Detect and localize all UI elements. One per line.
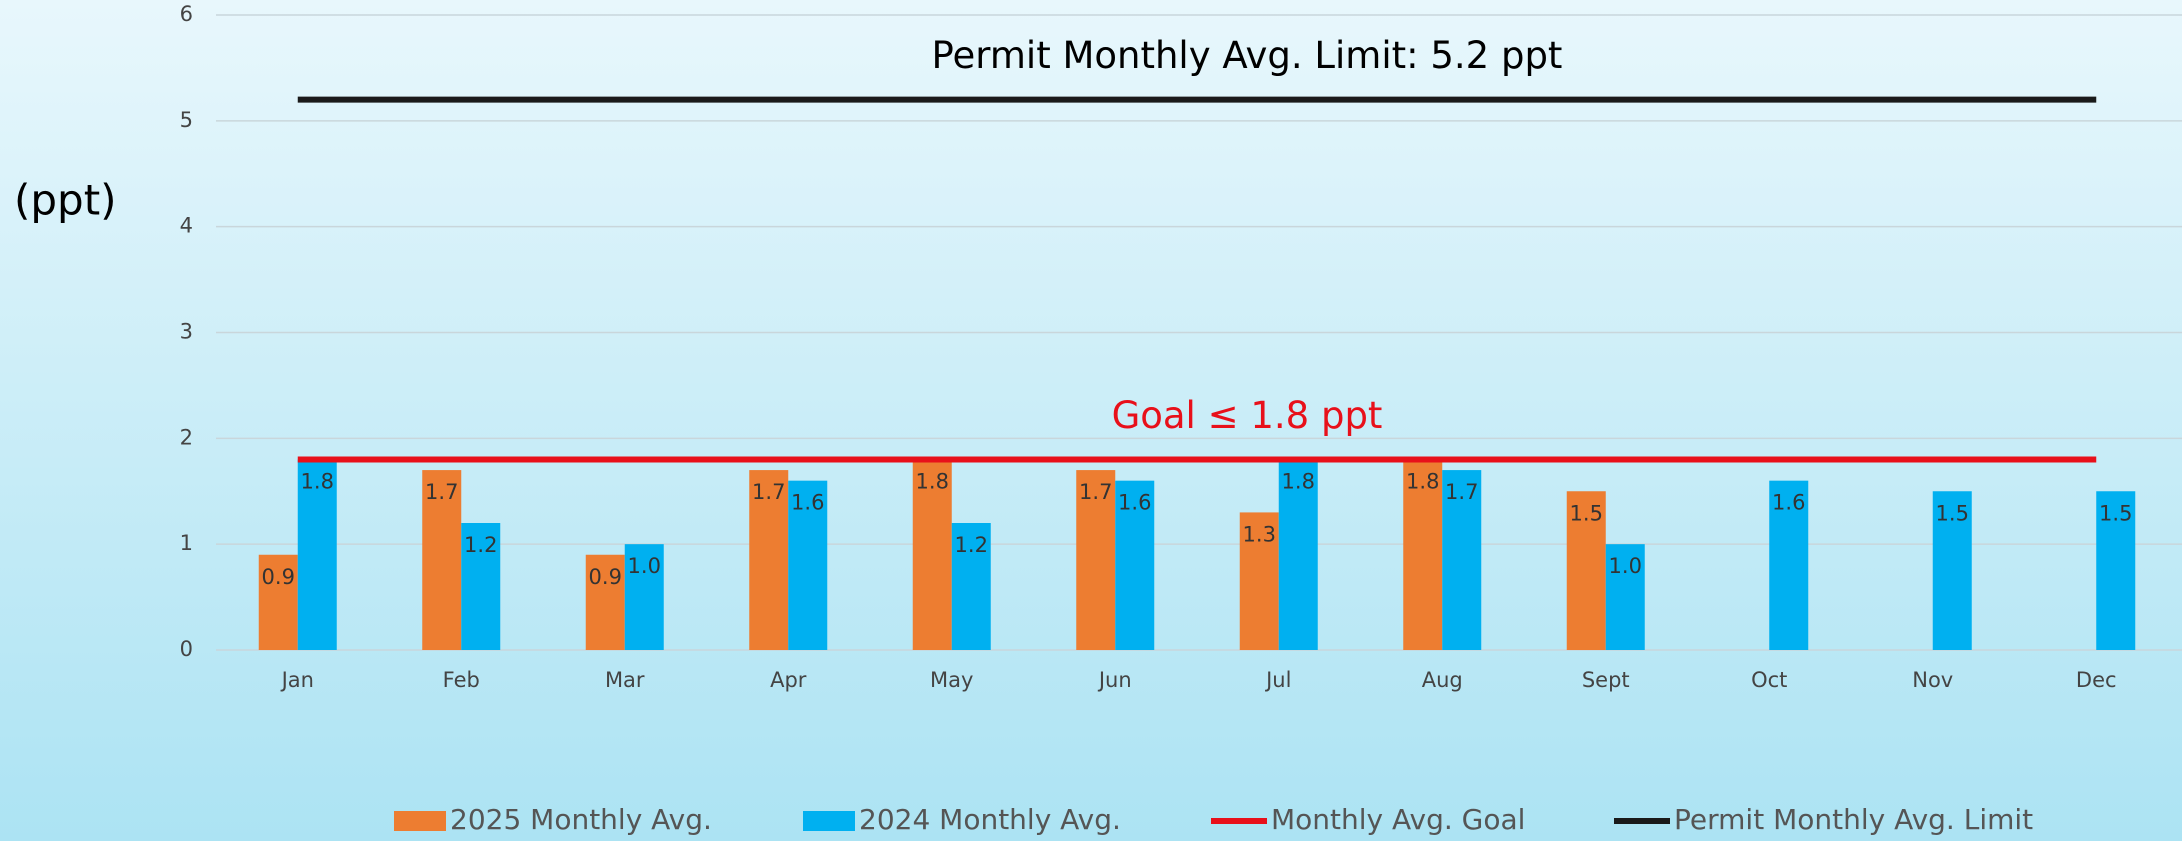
bar bbox=[1605, 544, 1645, 650]
y-tick-label: 3 bbox=[180, 320, 193, 344]
bar bbox=[912, 459, 952, 650]
x-tick-label: Mar bbox=[605, 668, 645, 692]
bar bbox=[1932, 491, 1972, 650]
data-label: 1.7 bbox=[1079, 480, 1112, 504]
bar bbox=[1769, 480, 1809, 650]
data-label: 0.9 bbox=[262, 565, 295, 589]
data-label: 1.0 bbox=[628, 554, 661, 578]
data-label: 1.5 bbox=[1570, 501, 1603, 525]
data-label: 1.8 bbox=[301, 470, 334, 494]
bar bbox=[1403, 459, 1443, 650]
bar bbox=[1442, 470, 1482, 650]
annotation: Goal ≤ 1.8 ppt bbox=[1112, 394, 1383, 437]
bar bbox=[1239, 512, 1279, 650]
bar bbox=[1076, 470, 1116, 650]
x-tick-label: Jan bbox=[280, 668, 314, 692]
data-label: 1.8 bbox=[1282, 470, 1315, 494]
bar bbox=[749, 470, 789, 650]
bar bbox=[1566, 491, 1606, 650]
legend-label: Monthly Avg. Goal bbox=[1271, 803, 1525, 836]
data-label: 1.7 bbox=[752, 480, 785, 504]
x-tick-label: Jul bbox=[1264, 668, 1291, 692]
y-tick-label: 4 bbox=[180, 214, 193, 238]
y-tick-label: 6 bbox=[180, 2, 193, 26]
y-tick-label: 0 bbox=[180, 637, 193, 661]
data-label: 1.8 bbox=[916, 470, 949, 494]
x-tick-label: Aug bbox=[1422, 668, 1463, 692]
x-tick-label: Apr bbox=[770, 668, 807, 692]
data-label: 1.0 bbox=[1609, 554, 1642, 578]
legend-swatch bbox=[394, 811, 446, 831]
bar bbox=[258, 554, 298, 650]
bar bbox=[1278, 459, 1318, 650]
x-tick-label: Jun bbox=[1097, 668, 1132, 692]
legend-label: 2024 Monthly Avg. bbox=[859, 803, 1121, 836]
data-label: 1.2 bbox=[464, 533, 497, 557]
y-tick-label: 1 bbox=[180, 531, 193, 555]
bar bbox=[585, 554, 625, 650]
data-label: 1.7 bbox=[1445, 480, 1478, 504]
legend-swatch bbox=[803, 811, 855, 831]
bar bbox=[461, 523, 501, 650]
data-label: 1.6 bbox=[1118, 491, 1151, 515]
y-tick-label: 2 bbox=[180, 425, 193, 449]
legend-label: 2025 Monthly Avg. bbox=[450, 803, 712, 836]
legend-label: Permit Monthly Avg. Limit bbox=[1674, 803, 2033, 836]
y-axis-label: (ppt) bbox=[14, 176, 117, 225]
x-tick-label: Oct bbox=[1751, 668, 1787, 692]
data-label: 1.5 bbox=[1936, 501, 1969, 525]
data-label: 1.8 bbox=[1406, 470, 1439, 494]
bar bbox=[2096, 491, 2136, 650]
data-label: 0.9 bbox=[589, 565, 622, 589]
bar bbox=[422, 470, 462, 650]
annotation: Permit Monthly Avg. Limit: 5.2 ppt bbox=[932, 34, 1563, 77]
x-tick-label: Feb bbox=[443, 668, 480, 692]
x-tick-label: Nov bbox=[1912, 668, 1953, 692]
bar bbox=[624, 544, 664, 650]
bar bbox=[951, 523, 991, 650]
bar bbox=[788, 480, 828, 650]
data-label: 1.2 bbox=[955, 533, 988, 557]
data-label: 1.7 bbox=[425, 480, 458, 504]
bar bbox=[1115, 480, 1155, 650]
data-label: 1.5 bbox=[2099, 501, 2132, 525]
x-tick-label: May bbox=[930, 668, 973, 692]
x-tick-label: Sept bbox=[1582, 668, 1630, 692]
bar bbox=[297, 459, 337, 650]
data-label: 1.3 bbox=[1243, 522, 1276, 546]
data-label: 1.6 bbox=[791, 491, 824, 515]
x-tick-label: Dec bbox=[2076, 668, 2117, 692]
data-label: 1.6 bbox=[1772, 491, 1805, 515]
y-tick-label: 5 bbox=[180, 108, 193, 132]
